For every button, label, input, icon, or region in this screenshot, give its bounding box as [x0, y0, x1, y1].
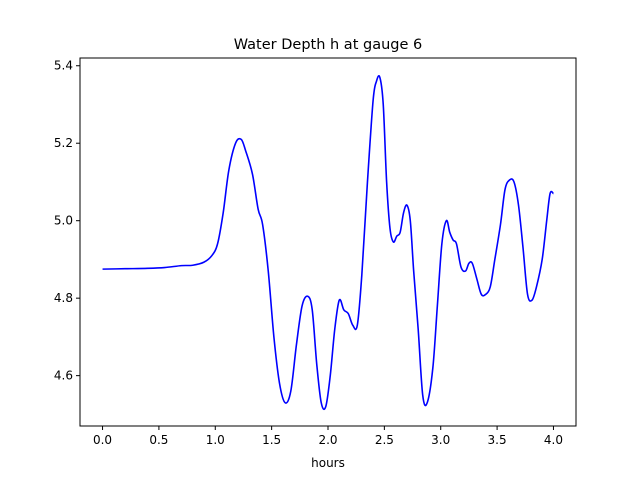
- x-tick-label: 1.0: [206, 433, 225, 447]
- x-tick-label: 1.5: [262, 433, 281, 447]
- axes-frame: [79, 57, 577, 427]
- x-tick-label: 3.0: [431, 433, 450, 447]
- y-tick-label: 5.2: [54, 136, 73, 150]
- plot-area: [102, 74, 554, 411]
- x-tick-label: 4.0: [544, 433, 563, 447]
- x-tick-label: 2.5: [375, 433, 394, 447]
- chart-title: Water Depth h at gauge 6: [234, 37, 422, 53]
- x-tick-label: 3.5: [488, 433, 507, 447]
- x-axis-ticks: 0.0 0.5 1.0 1.5 2.0 2.5 3.0 3.5 4.0: [93, 426, 563, 447]
- y-tick-label: 5.4: [54, 59, 73, 73]
- y-tick-label: 5.0: [54, 214, 73, 228]
- series-line-0: [102, 74, 554, 411]
- x-tick-label: 0.5: [149, 433, 168, 447]
- y-tick-label: 4.8: [54, 291, 73, 305]
- x-tick-label: 0.0: [93, 433, 112, 447]
- x-tick-label: 2.0: [318, 433, 337, 447]
- y-tick-label: 4.6: [54, 369, 73, 383]
- y-axis-ticks: 4.6 4.8 5.0 5.2 5.4: [54, 59, 80, 383]
- x-axis-label: hours: [311, 456, 345, 470]
